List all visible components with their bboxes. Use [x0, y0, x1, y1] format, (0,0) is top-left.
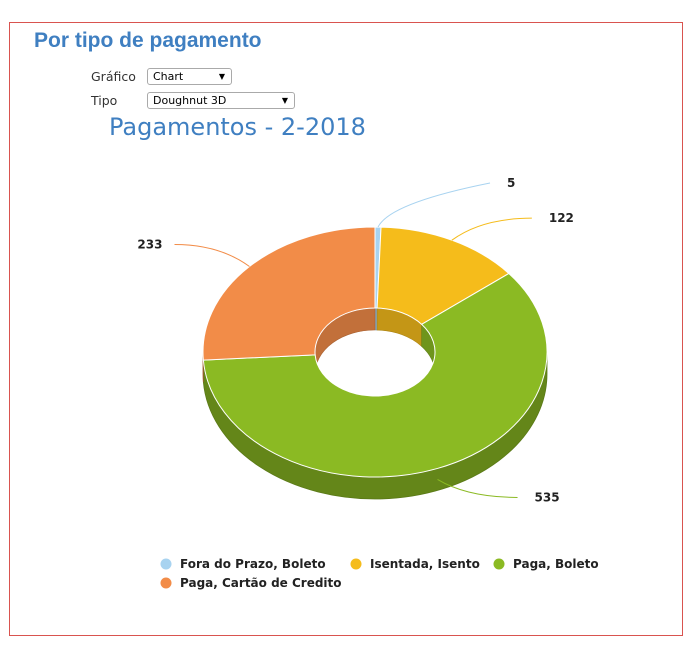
data-label-1: 122 [549, 211, 574, 225]
dropdown-arrow-icon: ▼ [218, 72, 225, 81]
legend-item-1[interactable]: Isentada, Isento [370, 557, 480, 571]
grafico-select-value: Chart [153, 70, 184, 83]
legend: Fora do Prazo, Boleto Isentada, Isento Pag… [160, 557, 599, 590]
doughnut-inner-walls [314, 307, 436, 375]
legend-item-3[interactable]: Paga, Cartão de Credito [180, 576, 342, 590]
slice-inner-wall-0 [374, 307, 378, 331]
slice-2[interactable] [202, 272, 548, 478]
legend-item-0[interactable]: Fora do Prazo, Boleto [180, 557, 326, 571]
tipo-row: Tipo Doughnut 3D ▼ [91, 92, 295, 109]
legend-marker-2 [493, 558, 505, 570]
leader-line-3 [174, 244, 250, 267]
tipo-label: Tipo [91, 93, 118, 108]
legend-marker-1 [350, 558, 362, 570]
doughnut-top [202, 226, 548, 478]
dropdown-arrow-icon: ▼ [281, 96, 288, 105]
legend-marker-0 [160, 558, 172, 570]
chart-title: Pagamentos - 2-2018 [109, 113, 366, 141]
data-label-0: 5 [507, 176, 515, 190]
slice-3[interactable] [202, 226, 376, 361]
tipo-select-value: Doughnut 3D [153, 94, 227, 107]
grafico-row: Gráfico Chart ▼ [91, 68, 232, 85]
data-label-3: 233 [137, 238, 162, 252]
tipo-select[interactable]: Doughnut 3D ▼ [147, 92, 295, 109]
leader-line-1 [451, 217, 532, 241]
grafico-select[interactable]: Chart ▼ [147, 68, 232, 85]
data-label-2: 535 [535, 490, 560, 504]
leader-line-2 [437, 479, 518, 498]
data-labels: 5 122 535 233 [137, 176, 574, 504]
section-title: Por tipo de pagamento [34, 29, 262, 52]
slice-1[interactable] [376, 226, 510, 325]
legend-item-2[interactable]: Paga, Boleto [513, 557, 599, 571]
grafico-label: Gráfico [91, 69, 136, 84]
leader-line-0 [377, 182, 491, 228]
legend-marker-3 [160, 577, 172, 589]
